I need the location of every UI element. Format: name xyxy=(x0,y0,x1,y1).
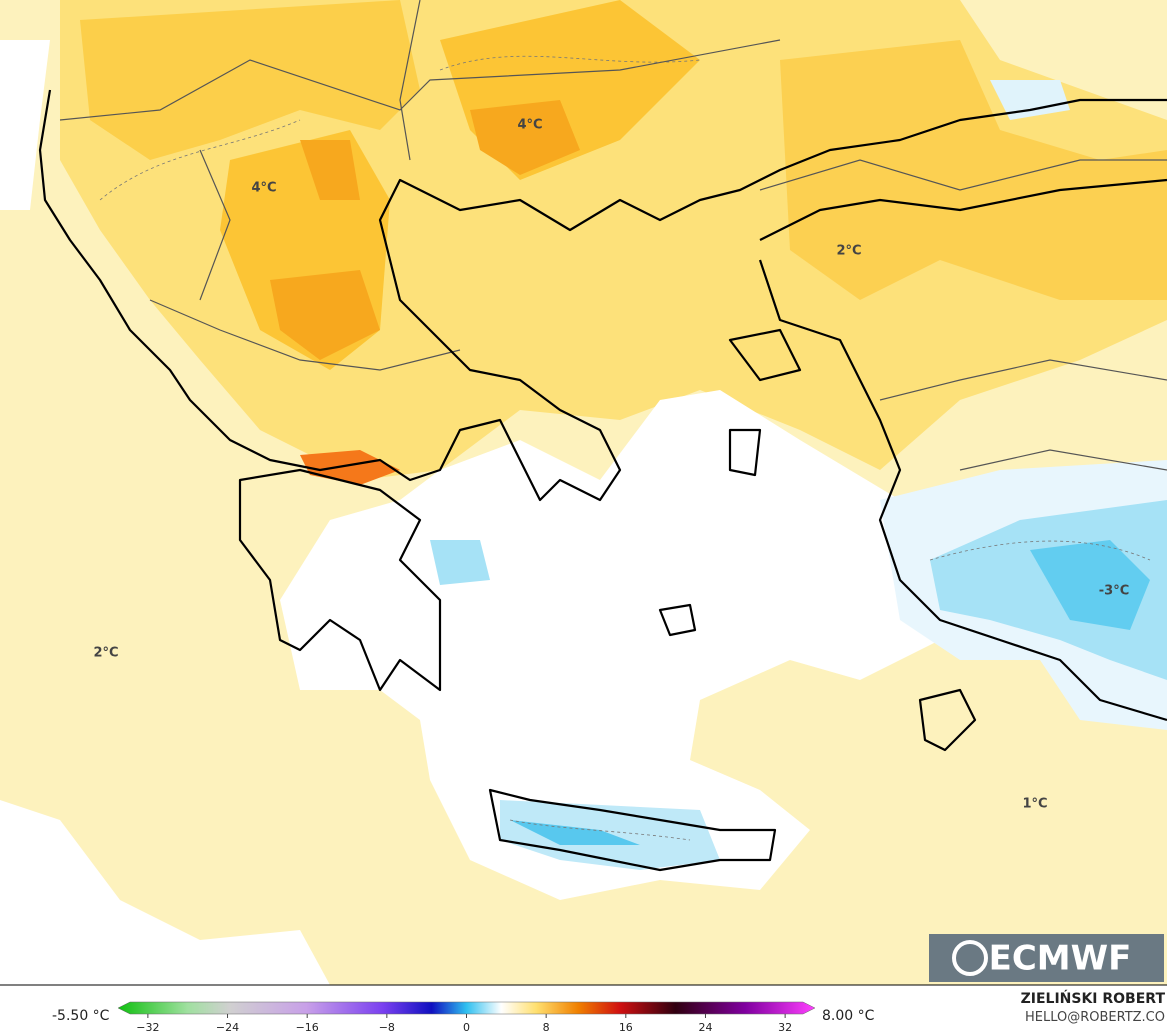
coastline xyxy=(758,178,1167,722)
cold-area xyxy=(430,540,490,585)
cool-area xyxy=(990,80,1070,120)
colorbar-tick-label: −8 xyxy=(379,1021,395,1034)
colorbar-tick-label: 16 xyxy=(619,1021,633,1034)
neutral-area xyxy=(0,40,50,210)
contact: HELLO@ROBERTZ.CO xyxy=(1025,1010,1165,1025)
map-label: 2°C xyxy=(93,646,118,661)
neutral-area xyxy=(0,800,330,985)
author: ZIELIŃSKI ROBERT xyxy=(1021,989,1166,1007)
colorbar: -5.50 °C 8.00 °C −32 −24 −16 −8 0 8 16 24 32 xyxy=(52,1001,875,1034)
map: 4°C 4°C 2°C 2°C -3°C 1°C ECMWF xyxy=(0,0,1167,985)
colorbar-tick-label: 8 xyxy=(543,1021,550,1034)
warm-area xyxy=(80,0,420,160)
colorbar-gradient xyxy=(117,1001,816,1015)
coastline xyxy=(38,89,1167,502)
map-label: 2°C xyxy=(836,244,861,259)
isoline xyxy=(99,55,1151,841)
hot-area xyxy=(270,270,380,360)
logo-text: ECMWF xyxy=(989,939,1132,979)
colorbar-tick-label: 0 xyxy=(463,1021,470,1034)
cold-area xyxy=(1030,540,1150,630)
colorbar-min: -5.50 °C xyxy=(52,1008,110,1024)
border xyxy=(59,0,1167,471)
cold-area xyxy=(510,820,640,845)
neutral-area xyxy=(280,390,960,900)
map-label: 4°C xyxy=(251,181,276,196)
hot-area xyxy=(470,100,580,175)
coastline xyxy=(488,788,777,872)
colorbar-tick-label: −24 xyxy=(216,1021,239,1034)
map-label: 4°C xyxy=(517,118,542,133)
colorbar-max: 8.00 °C xyxy=(822,1008,875,1024)
map-label: 1°C xyxy=(1022,797,1047,812)
colorbar-tick-label: 32 xyxy=(778,1021,792,1034)
map-label: -3°C xyxy=(1099,584,1129,599)
island-coast xyxy=(658,328,977,752)
colorbar-tick-label: 24 xyxy=(698,1021,712,1034)
colorbar-tick-label: −16 xyxy=(296,1021,319,1034)
hot-area xyxy=(300,140,360,200)
warm-area xyxy=(780,40,1167,300)
coastline xyxy=(238,468,442,692)
colorbar-tick-label: −32 xyxy=(136,1021,159,1034)
logo-icon xyxy=(952,940,988,976)
